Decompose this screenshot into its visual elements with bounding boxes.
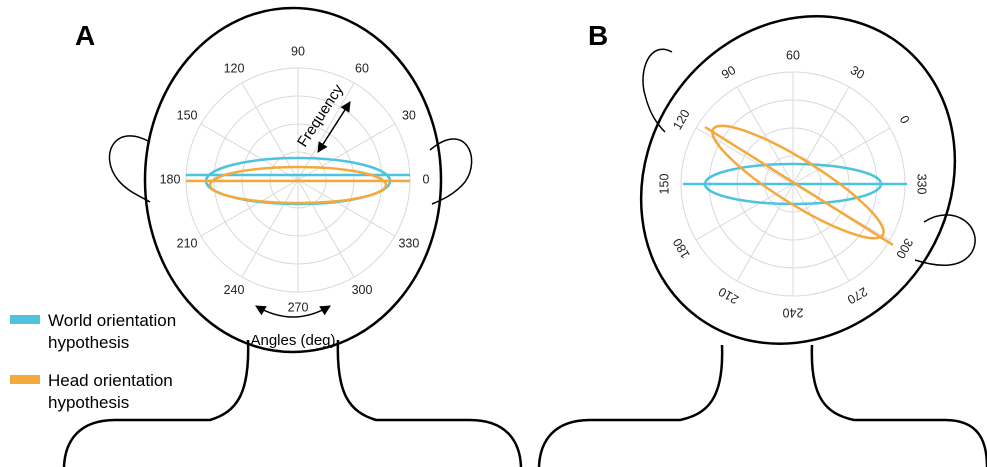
- panel-b-letter: B: [588, 20, 608, 51]
- angle-tick-label: 0: [423, 172, 430, 186]
- polar-spoke: [792, 86, 850, 185]
- panel-a-body-outline-right: [336, 339, 523, 467]
- polar-spoke: [792, 183, 850, 282]
- panel-b-head: [639, 15, 957, 345]
- polar-spoke: [297, 179, 396, 237]
- angle-tick-label: 330: [915, 174, 929, 195]
- panel-a-head-ellipse: [208, 165, 388, 205]
- panel-b-left-ear: [642, 48, 673, 133]
- angle-tick-label: 240: [224, 283, 245, 297]
- angle-tick-label: 90: [291, 44, 305, 58]
- angle-tick-label: 270: [845, 284, 870, 307]
- panel-b-body-outline-right: [810, 344, 987, 467]
- panel-b-right-ear: [914, 214, 976, 266]
- panel-a-head: [143, 6, 443, 354]
- panel-b-head-ellipse: [711, 124, 885, 240]
- legend-swatch-world: [10, 315, 40, 324]
- angle-tick-label: 300: [352, 283, 373, 297]
- polar-spoke: [297, 179, 355, 278]
- angle-tick-label: 150: [657, 174, 671, 195]
- angle-tick-label: 30: [402, 108, 416, 122]
- angle-tick-label: 180: [160, 172, 181, 186]
- panel-b-head-line: [704, 125, 894, 247]
- legend-world-line2: hypothesis: [48, 333, 129, 352]
- panel-a-angles-label: Angles (deg): [250, 332, 335, 349]
- angle-tick-label: 270: [288, 300, 309, 314]
- angle-tick-label: 180: [670, 236, 693, 261]
- panel-a-right-ear: [429, 138, 473, 205]
- polar-spoke: [241, 179, 299, 278]
- angle-tick-label: 120: [224, 61, 245, 75]
- panel-a-angle-arrow: [255, 305, 331, 318]
- angle-tick-label: 90: [719, 63, 738, 82]
- polar-spoke: [792, 127, 891, 185]
- angle-tick-label: 240: [783, 306, 804, 320]
- angle-tick-label: 300: [893, 236, 916, 261]
- panel-a-frequency-arrow: [317, 101, 351, 153]
- panel-a-letter: A: [75, 20, 95, 51]
- polar-spoke: [695, 127, 794, 185]
- angle-tick-label: 30: [848, 63, 867, 82]
- angle-tick-label: 60: [786, 48, 800, 62]
- panel-b-body-outline: [537, 344, 724, 467]
- angle-tick-label: 150: [177, 108, 198, 122]
- polar-spoke: [736, 86, 794, 185]
- polar-spoke: [241, 82, 299, 181]
- polar-spoke: [200, 179, 299, 237]
- legend-world-line1: World orientation: [48, 311, 176, 330]
- angle-tick-label: 120: [670, 107, 693, 132]
- legend-head-line1: Head orientation: [48, 371, 173, 390]
- panel-a-left-ear: [108, 135, 151, 203]
- angle-tick-label: 60: [355, 61, 369, 75]
- angle-tick-label: 330: [398, 236, 419, 250]
- legend: World orientation hypothesis Head orient…: [10, 311, 176, 412]
- angle-tick-label: 210: [716, 284, 741, 307]
- panel-a-body-outline: [62, 339, 250, 467]
- angle-tick-label: 0: [897, 113, 913, 126]
- angle-tick-label: 210: [177, 236, 198, 250]
- polar-spoke: [200, 123, 299, 181]
- legend-head-line2: hypothesis: [48, 393, 129, 412]
- legend-swatch-head: [10, 375, 40, 384]
